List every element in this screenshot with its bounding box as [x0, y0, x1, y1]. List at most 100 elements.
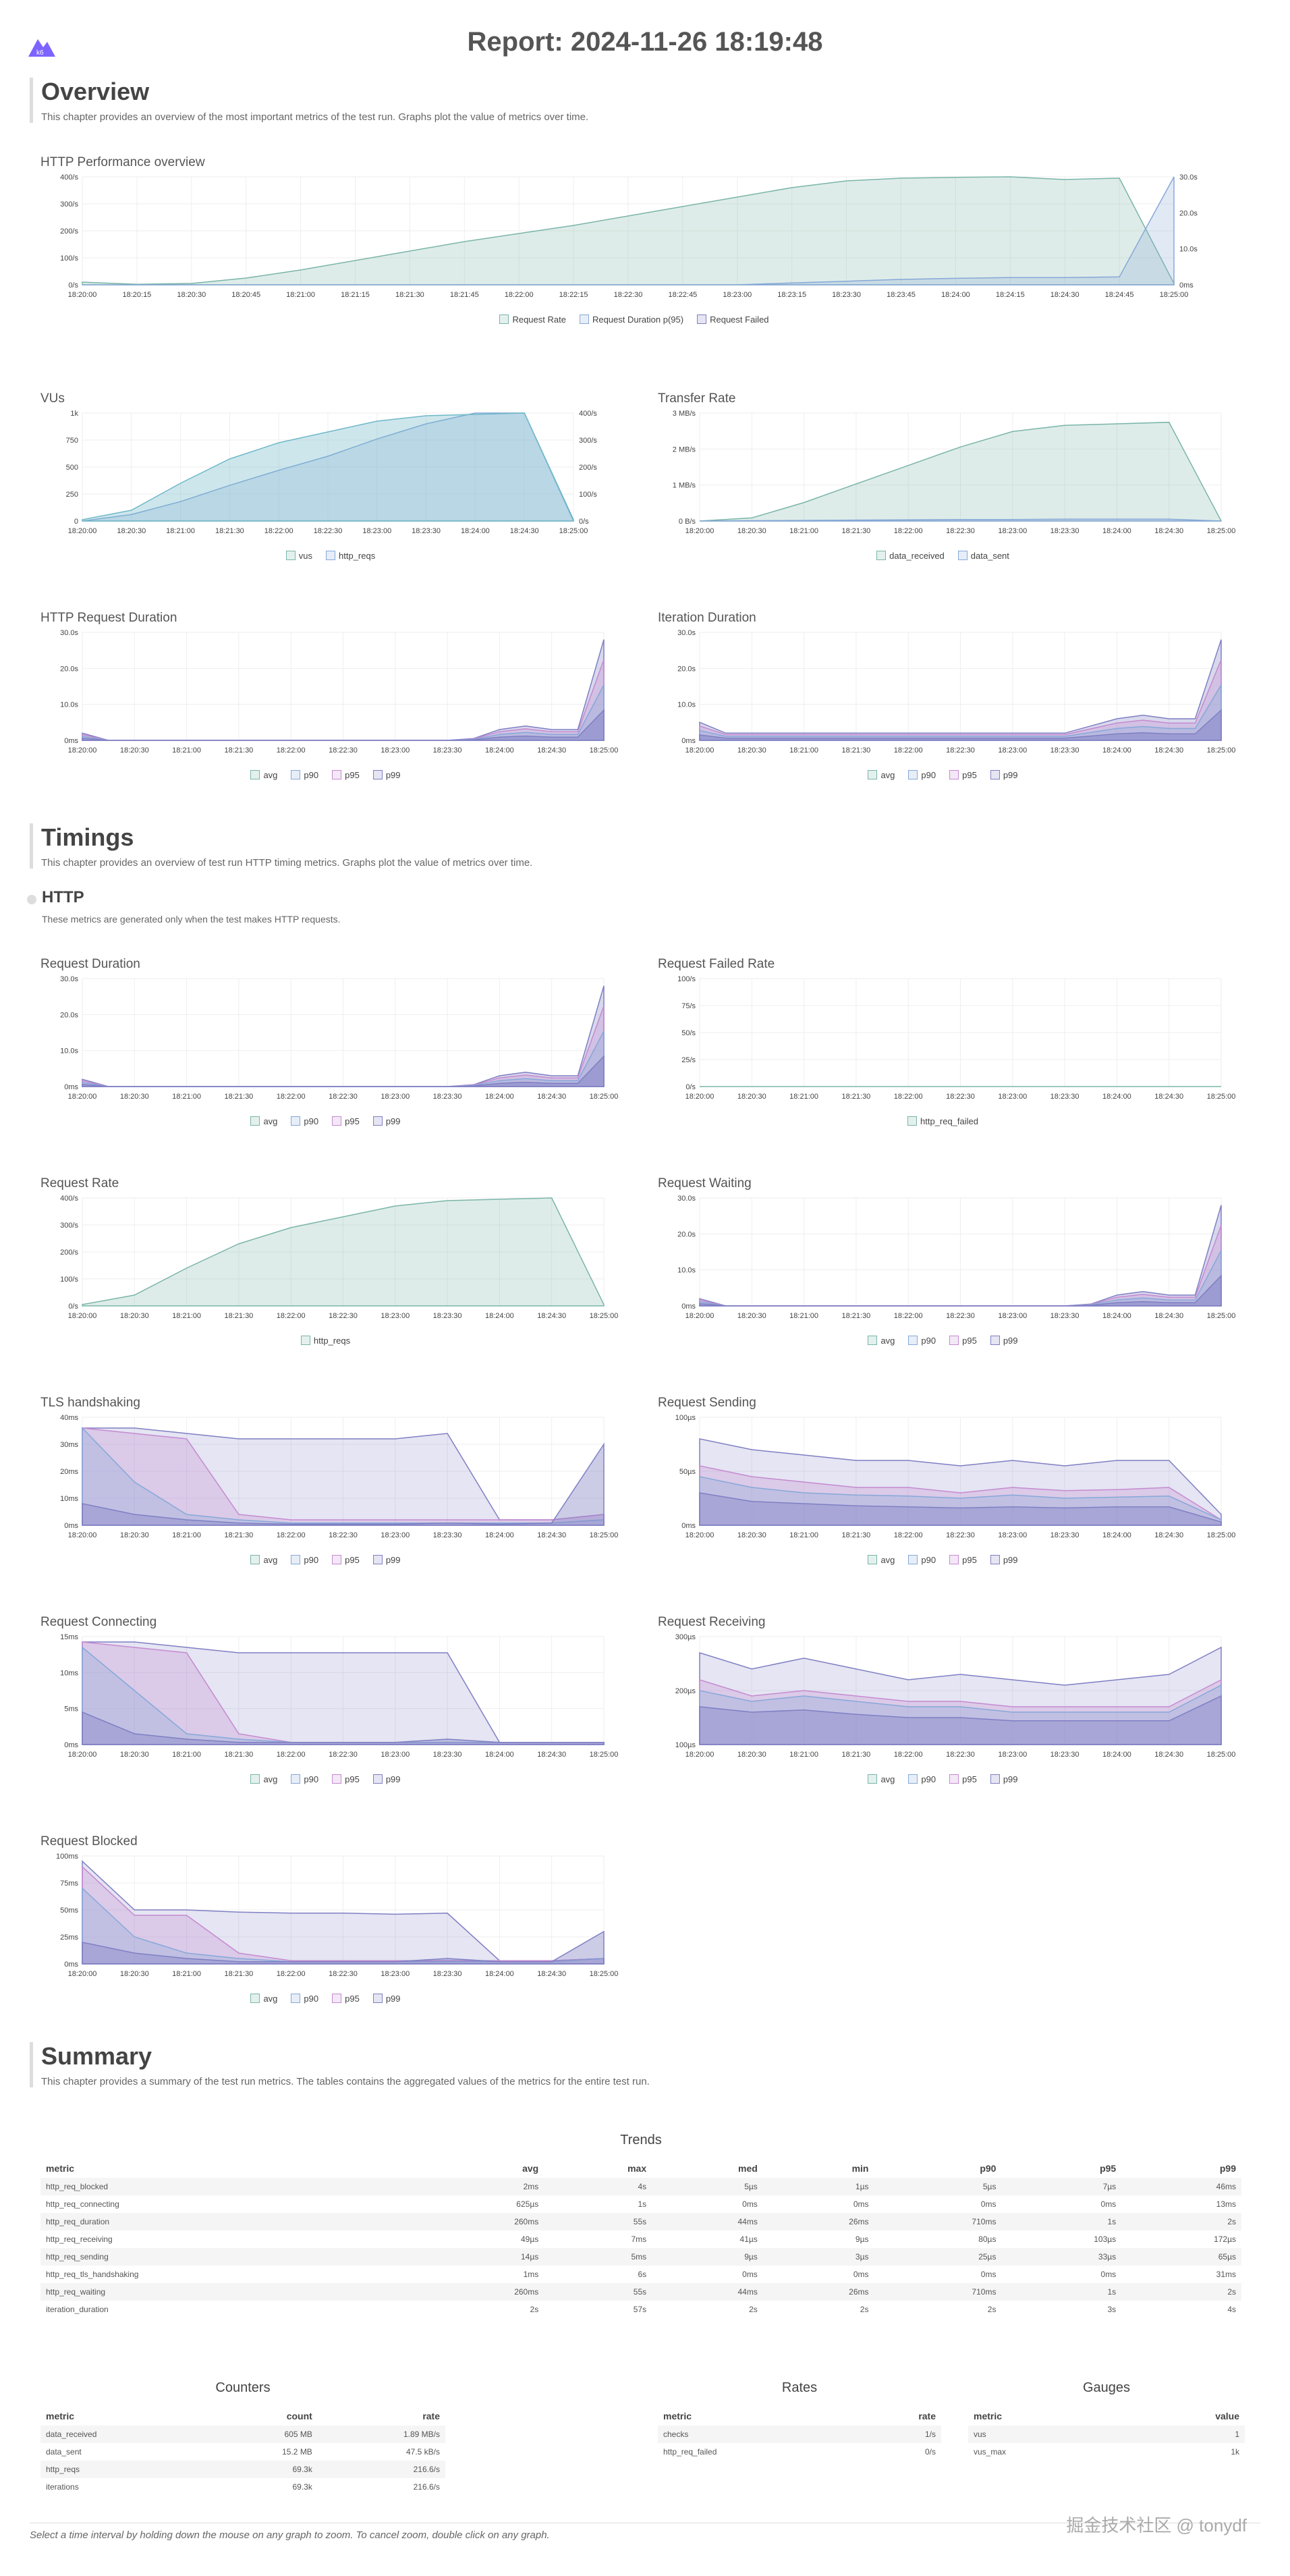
legend-item-p95[interactable]: p95 [332, 770, 360, 780]
legend-item-Request Rate[interactable]: Request Rate [499, 314, 566, 325]
legend-label: avg [880, 1774, 895, 1784]
chart-plot[interactable]: 0/s 100/s 200/s 300/s 400/s 18:20:00 18:20:30 1… [40, 1198, 611, 1326]
vus-chart[interactable]: VUs 0 250 500 750 1k 0/s 100/s 200/s 300/s 400/s 18… [40, 391, 621, 560]
receiving-chart[interactable]: Request Receiving 100µs 200µs 300µs 18:20:00… [658, 1615, 1228, 1784]
legend-item-p99[interactable]: p99 [990, 1555, 1018, 1565]
legend-item-p90[interactable]: p90 [908, 1336, 936, 1346]
legend-item-p99[interactable]: p99 [990, 1774, 1018, 1784]
legend-label: p99 [1003, 1774, 1018, 1784]
chart-plot[interactable]: 0ms 10.0s 20.0s 30.0s 18:20:00 18:20:30 18:21:… [658, 632, 1228, 761]
chart-plot[interactable]: 0/s 25/s 50/s 75/s 100/s 18:20:00 18:20:30 18:2… [658, 979, 1228, 1107]
legend-item-p90[interactable]: p90 [908, 770, 936, 780]
legend-item-avg[interactable]: avg [250, 1555, 277, 1565]
x-tick-label: 18:21:00 [789, 1531, 818, 1539]
reqrate-chart[interactable]: Request Rate 0/s 100/s 200/s 300/s 400/s 18:20… [40, 1176, 611, 1345]
legend-item-p90[interactable]: p90 [291, 1116, 318, 1126]
legend-item-p99[interactable]: p99 [990, 1336, 1018, 1346]
table-cell: 26ms [763, 2283, 874, 2301]
chart-plot[interactable]: 0ms 25ms 50ms 75ms 100ms 18:20:00 18:20:30 18:2… [40, 1856, 611, 1984]
legend-item-p90[interactable]: p90 [291, 1774, 318, 1784]
chart-plot[interactable]: 0 B/s 1 MB/s 2 MB/s 3 MB/s 18:20:00 18:20:30 1… [658, 413, 1228, 541]
legend-item-avg[interactable]: avg [868, 1555, 895, 1565]
x-tick-label: 18:24:00 [1102, 1093, 1131, 1101]
legend-item-p95[interactable]: p95 [949, 1336, 977, 1346]
legend-item-avg[interactable]: avg [250, 1774, 277, 1784]
legend-swatch [868, 1336, 877, 1345]
legend-item-p99[interactable]: p99 [373, 1774, 401, 1784]
legend-item-p95[interactable]: p95 [949, 1555, 977, 1565]
legend-item-http_req_failed[interactable]: http_req_failed [907, 1116, 978, 1126]
legend-item-p99[interactable]: p99 [373, 1994, 401, 2004]
table-cell: 260ms [416, 2213, 544, 2230]
chart-plot[interactable]: 0ms 10.0s 20.0s 30.0s 18:20:00 18:20:30 18:21:… [40, 632, 611, 761]
reqdur-chart[interactable]: Request Duration 0ms 10.0s 20.0s 30.0s 18:20:… [40, 957, 611, 1126]
x-tick-label: 18:21:00 [172, 1751, 201, 1759]
chart-plot[interactable]: 0/s 100/s 200/s 300/s 400/s 0ms 10.0s 20.0s 30.0… [40, 177, 1228, 305]
legend-item-p95[interactable]: p95 [332, 1994, 360, 2004]
tls-chart[interactable]: TLS handshaking 0ms 10ms 20ms 30ms 40ms 18:20:… [40, 1396, 611, 1564]
perf-chart[interactable]: HTTP Performance overview 0/s 100/s 200/s 30… [40, 155, 1228, 324]
y-tick-label: 0ms [64, 1522, 78, 1530]
legend-item-avg[interactable]: avg [250, 770, 277, 780]
reqfail-chart[interactable]: Request Failed Rate 0/s 25/s 50/s 75/s 100/s 1… [658, 957, 1228, 1126]
chart-plot[interactable]: 0 250 500 750 1k 0/s 100/s 200/s 300/s 400/s 18:20… [40, 413, 621, 541]
legend-item-p90[interactable]: p90 [908, 1774, 936, 1784]
legend-item-http_reqs[interactable]: http_reqs [301, 1336, 350, 1346]
legend-item-p99[interactable]: p99 [373, 1116, 401, 1126]
legend-item-p95[interactable]: p95 [332, 1774, 360, 1784]
legend-item-Request Duration p(95)[interactable]: Request Duration p(95) [580, 314, 683, 325]
sending-chart[interactable]: Request Sending 0ms 50µs 100µs 18:20:00 18:20… [658, 1396, 1228, 1564]
x-tick-label: 18:23:00 [998, 1531, 1027, 1539]
legend-item-avg[interactable]: avg [868, 1336, 895, 1346]
legend-item-p95[interactable]: p95 [332, 1116, 360, 1126]
legend-item-avg[interactable]: avg [868, 1774, 895, 1784]
legend-item-http_reqs[interactable]: http_reqs [326, 551, 375, 561]
chart-title: Request Connecting [40, 1615, 157, 1630]
legend-item-p95[interactable]: p95 [949, 1774, 977, 1784]
chart-plot[interactable]: 0ms 10.0s 20.0s 30.0s 18:20:00 18:20:30 18:21:… [658, 1198, 1228, 1326]
chart-plot[interactable]: 0ms 50µs 100µs 18:20:00 18:20:30 18:21:00 18:2… [658, 1417, 1228, 1545]
legend-swatch [499, 314, 509, 324]
legend-item-vus[interactable]: vus [286, 551, 312, 561]
iterdur-chart[interactable]: Iteration Duration 0ms 10.0s 20.0s 30.0s 18:2… [658, 611, 1228, 779]
legend-swatch [332, 1555, 341, 1564]
legend-item-avg[interactable]: avg [250, 1116, 277, 1126]
chart-plot[interactable]: 0ms 10.0s 20.0s 30.0s 18:20:00 18:20:30 18:21:… [40, 979, 611, 1107]
y-tick-label: 300/s [60, 1222, 78, 1230]
table-cell: 69.3k [207, 2461, 318, 2478]
y-tick-label: 200µs [675, 1687, 696, 1695]
x-tick-label: 18:21:00 [166, 527, 195, 535]
legend-item-p90[interactable]: p90 [291, 1994, 318, 2004]
legend-item-p99[interactable]: p99 [373, 770, 401, 780]
reqwait-chart[interactable]: Request Waiting 0ms 10.0s 20.0s 30.0s 18:20:0… [658, 1176, 1228, 1345]
legend-item-p99[interactable]: p99 [373, 1555, 401, 1565]
legend-item-p95[interactable]: p95 [332, 1555, 360, 1565]
chart-plot[interactable]: 0ms 5ms 10ms 15ms 18:20:00 18:20:30 18:21:00 18… [40, 1637, 611, 1765]
connecting-chart[interactable]: Request Connecting 0ms 5ms 10ms 15ms 18:20:00… [40, 1615, 611, 1784]
legend-item-data_received[interactable]: data_received [876, 551, 945, 561]
x-tick-label: 18:23:45 [887, 291, 916, 299]
legend-swatch [301, 1336, 310, 1345]
transfer-chart[interactable]: Transfer Rate 0 B/s 1 MB/s 2 MB/s 3 MB/s 18:2… [658, 391, 1228, 560]
x-tick-label: 18:20:30 [177, 291, 206, 299]
httpdur-chart[interactable]: HTTP Request Duration 0ms 10.0s 20.0s 30.0s 1… [40, 611, 611, 779]
legend-item-data_sent[interactable]: data_sent [958, 551, 1009, 561]
chart-legend: avg p90 p95 p99 [40, 770, 611, 780]
chart-plot[interactable]: 100µs 200µs 300µs 18:20:00 18:20:30 18:21:00 1… [658, 1637, 1228, 1765]
chart-plot[interactable]: 0ms 10ms 20ms 30ms 40ms 18:20:00 18:20:30 18:21… [40, 1417, 611, 1545]
blocked-chart[interactable]: Request Blocked 0ms 25ms 50ms 75ms 100ms 18:20… [40, 1834, 611, 2003]
x-tick-label: 18:23:30 [832, 291, 861, 299]
legend-item-p95[interactable]: p95 [949, 770, 977, 780]
legend-item-Request Failed[interactable]: Request Failed [697, 314, 768, 325]
legend-swatch [907, 1116, 917, 1126]
legend-item-p99[interactable]: p99 [990, 770, 1018, 780]
http-subsection: HTTP These metrics are generated only wh… [27, 888, 341, 925]
x-tick-label: 18:24:30 [537, 1751, 566, 1759]
legend-item-p90[interactable]: p90 [908, 1555, 936, 1565]
y-tick-label: 0 [74, 518, 78, 526]
table-cell: 1/s [855, 2426, 941, 2443]
legend-item-p90[interactable]: p90 [291, 1555, 318, 1565]
legend-item-p90[interactable]: p90 [291, 770, 318, 780]
legend-item-avg[interactable]: avg [868, 770, 895, 780]
legend-item-avg[interactable]: avg [250, 1994, 277, 2004]
